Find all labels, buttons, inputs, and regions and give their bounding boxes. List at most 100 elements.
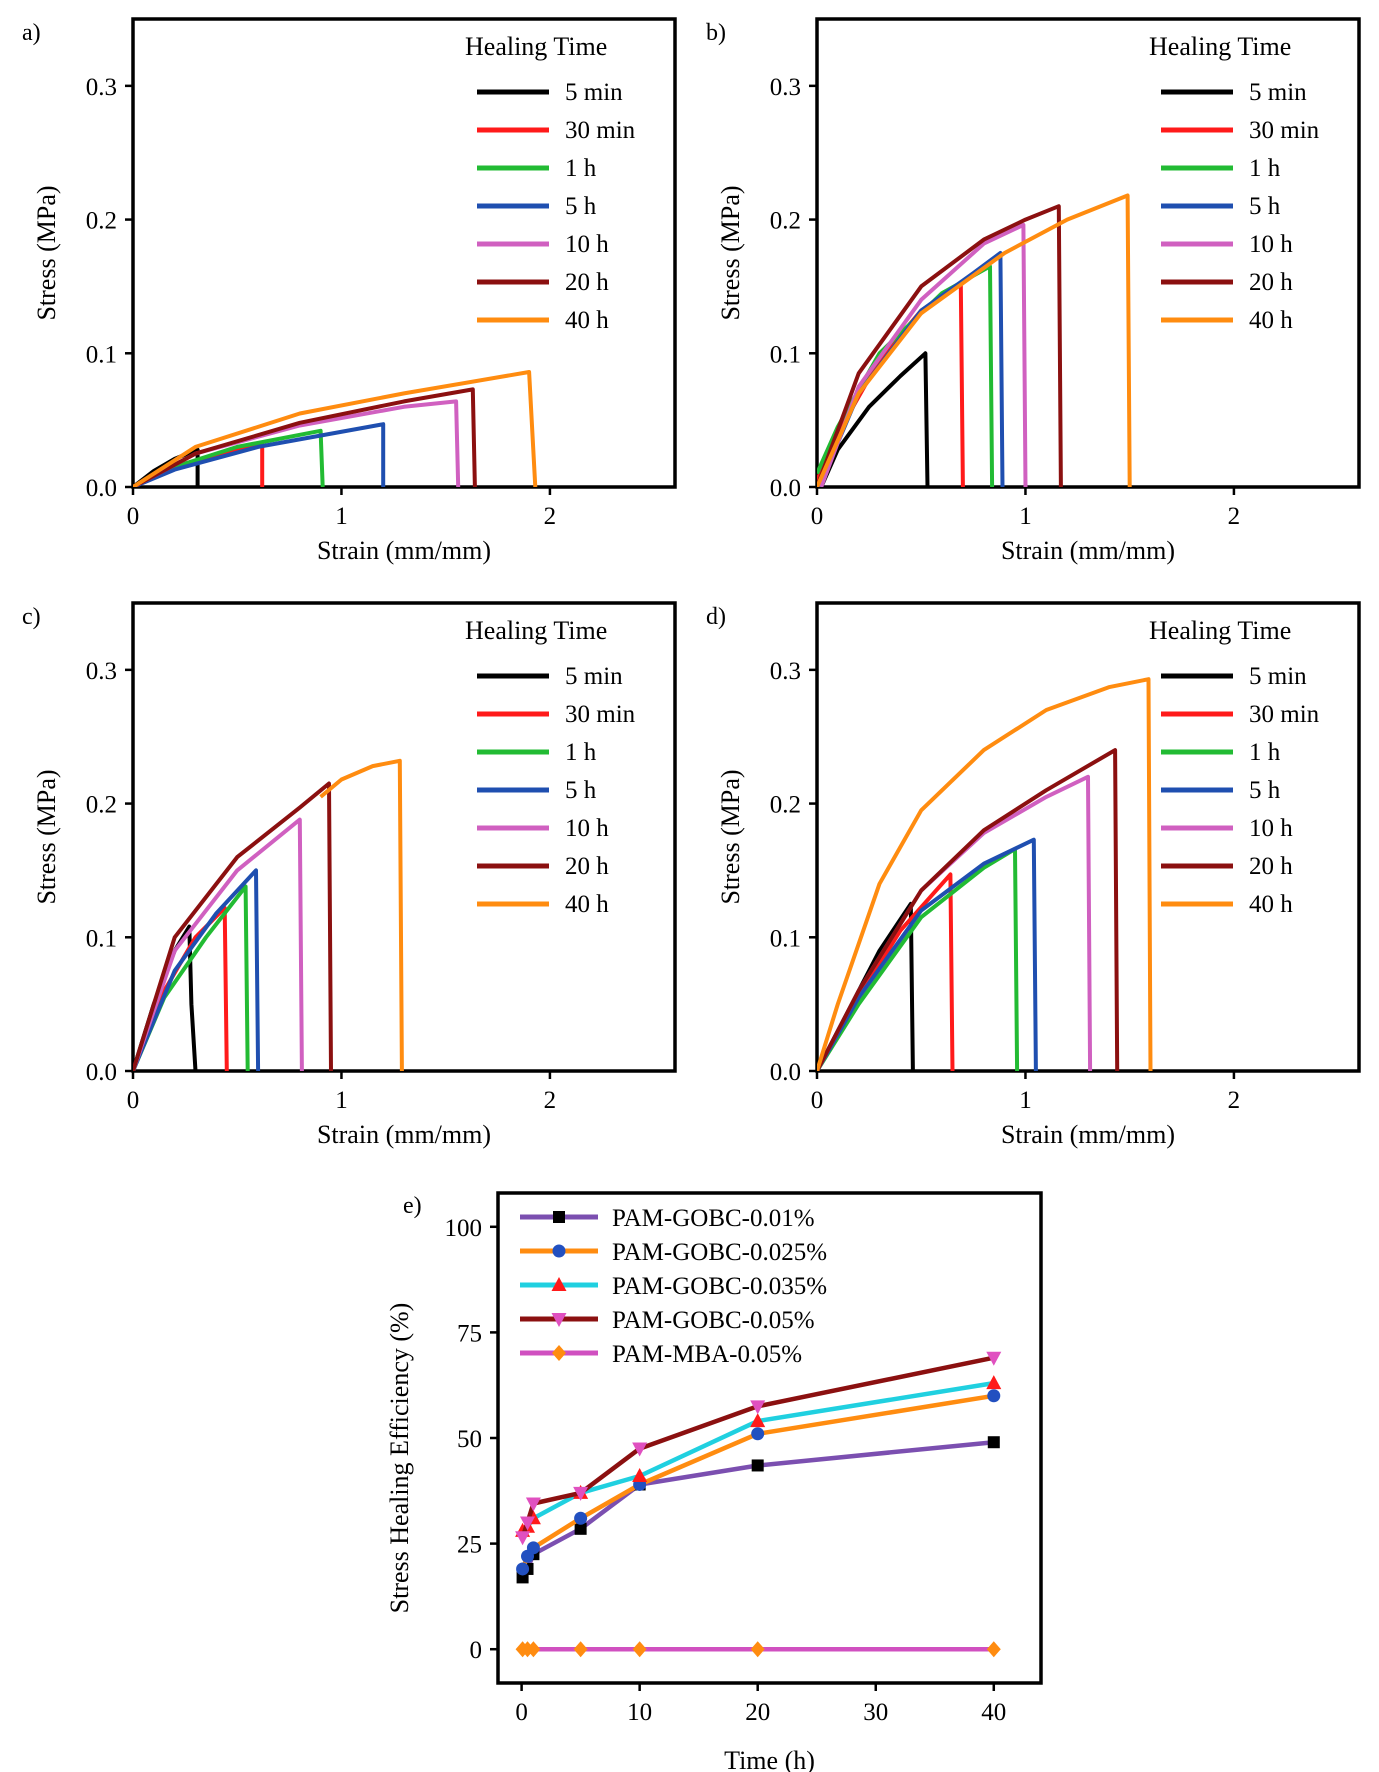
y-tick-label: 0.2 xyxy=(770,208,801,235)
panel-label: d) xyxy=(706,604,726,630)
legend-label: 30 min xyxy=(1249,701,1320,728)
data-point xyxy=(551,1277,567,1291)
legend-label: 5 h xyxy=(565,777,597,804)
chart-panel-1: a) 0 1 2 0.0 0.1 0.2 0.3 Strain (mm/mm) Stress (M… xyxy=(22,17,677,565)
data-point xyxy=(573,1486,589,1501)
series-line xyxy=(133,422,386,487)
legend-label: 1 h xyxy=(565,739,597,766)
panel-label: c) xyxy=(22,604,41,630)
data-point xyxy=(520,1516,536,1531)
legend-label: 20 h xyxy=(1249,269,1293,296)
x-tick-label: 1 xyxy=(335,1087,348,1114)
data-point xyxy=(526,1641,541,1658)
legend-label: 40 h xyxy=(565,891,609,918)
data-point xyxy=(986,1351,1002,1366)
data-point xyxy=(750,1413,766,1428)
y-tick-label: 0.2 xyxy=(86,792,117,819)
x-tick-label: 0 xyxy=(515,1699,528,1726)
series-line xyxy=(817,677,1153,1071)
y-tick-label: 0.1 xyxy=(770,925,801,952)
data-point xyxy=(987,1389,1001,1403)
data-point xyxy=(553,1211,565,1223)
legend-label: 30 min xyxy=(565,701,636,728)
y-tick-label: 0.1 xyxy=(86,341,117,368)
x-tick-label: 0 xyxy=(811,503,824,530)
data-point xyxy=(987,1436,1000,1449)
data-point xyxy=(632,1468,648,1483)
chart-panel-3: c) 0 1 2 0.0 0.1 0.2 0.3 Strain (mm/mm) Stress (M… xyxy=(22,601,677,1149)
series-line xyxy=(133,781,333,1071)
series-line xyxy=(817,748,1120,1071)
series-line xyxy=(817,251,1005,487)
legend-label: 1 h xyxy=(1249,155,1281,182)
chart-panel-2: b) 0 1 2 0.0 0.1 0.2 0.3 Strain (mm/mm) Stress (M… xyxy=(706,17,1361,565)
legend-label: 5 min xyxy=(565,663,623,690)
series-line xyxy=(133,817,304,1071)
legend-label: 5 min xyxy=(565,79,623,106)
data-point xyxy=(525,1497,541,1512)
legend-label: PAM-GOBC-0.01% xyxy=(612,1205,815,1232)
y-tick-label: 0.3 xyxy=(86,658,117,685)
plot-frame xyxy=(815,17,1361,489)
plot-frame xyxy=(496,1191,1043,1685)
x-tick-label: 0 xyxy=(811,1087,824,1114)
data-point xyxy=(552,1244,566,1258)
legend-title: Healing Time xyxy=(465,32,607,61)
legend-label: PAM-GOBC-0.05% xyxy=(612,1307,815,1334)
x-axis-title: Time (h) xyxy=(724,1746,815,1772)
y-tick-label: 0.1 xyxy=(86,925,117,952)
series-line xyxy=(133,868,261,1071)
legend-label: PAM-GOBC-0.035% xyxy=(612,1273,827,1300)
legend-label: 5 h xyxy=(565,193,597,220)
x-tick-label: 30 xyxy=(863,1699,888,1726)
legend-title: Healing Time xyxy=(465,616,607,645)
chart-panel-5: e) 0 10 20 30 40 0 25 50 75 100 Time (h) Stress Heal… xyxy=(385,1191,1043,1772)
legend-label: 40 h xyxy=(1249,891,1293,918)
y-axis-title: Stress (MPa) xyxy=(32,769,61,904)
series-line xyxy=(319,758,404,1071)
y-tick-label: 0.3 xyxy=(770,658,801,685)
series-line xyxy=(817,204,1063,487)
data-point xyxy=(552,1345,566,1361)
y-axis-title: Stress Healing Efficiency (%) xyxy=(385,1303,414,1614)
legend-label: 30 min xyxy=(565,117,636,144)
x-tick-label: 1 xyxy=(335,503,348,530)
data-point xyxy=(551,1313,567,1327)
x-tick-label: 40 xyxy=(981,1699,1006,1726)
y-tick-label: 0 xyxy=(470,1637,483,1664)
y-tick-label: 0.0 xyxy=(770,475,801,502)
x-axis-title: Strain (mm/mm) xyxy=(1001,536,1175,565)
series-line xyxy=(133,387,477,487)
legend-title: Healing Time xyxy=(1149,616,1291,645)
legend-label: 1 h xyxy=(1249,739,1281,766)
data-point xyxy=(751,1427,765,1441)
data-point xyxy=(632,1442,648,1457)
legend-label: 1 h xyxy=(565,155,597,182)
x-axis-title: Strain (mm/mm) xyxy=(1001,1120,1175,1149)
legend-label: 30 min xyxy=(1249,117,1320,144)
legend-label: PAM-GOBC-0.025% xyxy=(612,1239,827,1266)
y-axis-title: Stress (MPa) xyxy=(716,185,745,320)
legend-label: 5 min xyxy=(1249,663,1307,690)
legend-label: 40 h xyxy=(1249,307,1293,334)
series-line xyxy=(133,370,538,487)
legend-label: 10 h xyxy=(565,231,609,258)
series-line xyxy=(817,193,1132,487)
y-axis-title: Stress (MPa) xyxy=(32,185,61,320)
y-tick-label: 0.1 xyxy=(770,341,801,368)
legend-label: 5 h xyxy=(1249,777,1281,804)
data-point xyxy=(632,1641,647,1658)
series-line xyxy=(817,837,1038,1071)
legend-label: 10 h xyxy=(1249,815,1293,842)
plot-frame xyxy=(815,601,1361,1073)
data-point xyxy=(515,1531,531,1546)
x-tick-label: 1 xyxy=(1019,503,1032,530)
legend-label: 10 h xyxy=(565,815,609,842)
plot-frame xyxy=(131,17,677,489)
legend-label: 40 h xyxy=(565,307,609,334)
panel-label: b) xyxy=(706,20,726,46)
x-tick-label: 2 xyxy=(1228,503,1241,530)
y-tick-label: 0.0 xyxy=(86,475,117,502)
y-tick-label: 0.2 xyxy=(770,792,801,819)
